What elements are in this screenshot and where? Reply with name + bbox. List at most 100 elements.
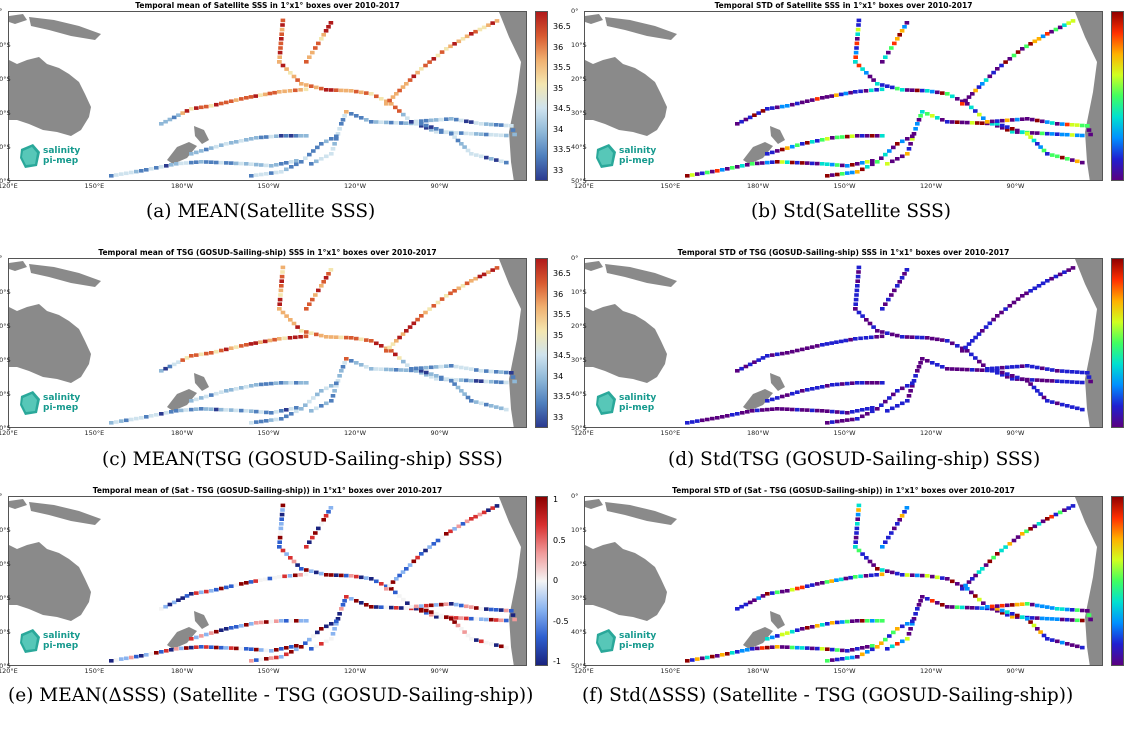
track-cell (911, 379, 917, 383)
track-cell (229, 626, 234, 630)
track-cell (892, 41, 897, 46)
track-cell (973, 356, 978, 360)
track-cell (244, 343, 249, 347)
track-cell (435, 538, 441, 543)
map: salinity pi-mep (8, 258, 527, 428)
lon-tick-label: 150°E (660, 182, 681, 190)
track-cell (444, 364, 449, 368)
lat-tick-label: 0° (0, 254, 3, 262)
track-cell (990, 366, 995, 371)
track-cell (918, 599, 923, 603)
track-cell (280, 508, 285, 512)
track-cell (254, 409, 259, 414)
track-cell (879, 403, 884, 407)
map-drawing (585, 12, 1102, 180)
colorbar-tick-label: 36.5 (553, 269, 571, 278)
track-cell (444, 602, 449, 606)
track-cell (109, 659, 114, 663)
track-cell (863, 89, 869, 93)
track-cell (1066, 268, 1071, 272)
track-cell (277, 535, 283, 540)
track-cell (404, 368, 409, 372)
track-cell (1049, 29, 1054, 34)
track-cell (253, 341, 258, 345)
track-cell (1045, 131, 1050, 136)
track-cell (415, 70, 420, 75)
track-cell (444, 377, 449, 381)
track-cell (820, 409, 825, 413)
track-cell (780, 147, 785, 152)
track-cell (935, 575, 940, 580)
track-cell (915, 335, 920, 340)
track-cell (224, 347, 229, 352)
track-cell (983, 563, 989, 567)
track-cell (279, 522, 284, 526)
track-cell (853, 575, 858, 579)
track-cell (1028, 42, 1033, 46)
track-cell (895, 522, 900, 526)
track-cell (838, 92, 844, 97)
track-cell (304, 381, 309, 385)
track-cell (184, 594, 190, 598)
track-cell (337, 612, 342, 616)
track-cell (214, 102, 219, 107)
track-cell (334, 622, 339, 626)
track-cell (770, 353, 775, 357)
track-cell (865, 134, 870, 138)
track-cell (199, 396, 204, 400)
track-cell (965, 605, 970, 610)
track-cell (303, 334, 309, 339)
track-cell (315, 392, 320, 397)
track-cell (883, 55, 888, 59)
track-cell (234, 646, 239, 651)
track-cell (1010, 612, 1015, 616)
track-cell (434, 615, 439, 619)
track-cell (299, 567, 304, 571)
lat-tick-label: 30°S (571, 594, 587, 602)
track-cell (755, 161, 760, 166)
track-cell (319, 86, 324, 91)
track-cell (278, 531, 283, 535)
track-cell (401, 359, 406, 364)
track-cell (913, 127, 918, 131)
track-cell (279, 655, 284, 659)
track-cell (473, 514, 478, 519)
track-cell (765, 152, 770, 156)
track-cell (219, 348, 224, 353)
track-cell (1080, 133, 1085, 138)
colorbar-tick-label: 33 (553, 413, 564, 422)
track-cell (1020, 615, 1025, 619)
track-cell (209, 631, 214, 635)
track-cell (985, 605, 990, 609)
track-cell (504, 133, 509, 138)
track-cell (429, 372, 434, 376)
track-cell (474, 379, 479, 383)
track-cell (405, 363, 410, 367)
track-cell (419, 371, 424, 375)
track-cell (299, 160, 304, 164)
track-cell (109, 174, 114, 178)
track-cell (825, 421, 830, 425)
track-cell (284, 646, 289, 650)
track-cell (1060, 617, 1065, 622)
track-cell (864, 318, 869, 322)
track-cell (760, 109, 766, 113)
track-cell (1011, 53, 1017, 58)
track-cell (419, 119, 424, 123)
track-cell (1010, 130, 1015, 134)
track-cell (1010, 615, 1015, 619)
track-cell (374, 94, 379, 99)
track-cell (499, 618, 504, 623)
track-cell (870, 647, 875, 652)
track-cell (785, 407, 790, 411)
track-cell (906, 147, 912, 151)
track-cell (163, 366, 168, 371)
logo: salinity pi-mep (595, 628, 665, 658)
track-cell (886, 50, 891, 55)
track-cell (419, 604, 424, 608)
track-cell (810, 646, 815, 651)
lon-tick-label: 90°W (1006, 429, 1025, 437)
track-cell (119, 657, 124, 661)
track-cell (209, 351, 214, 355)
track-cell (311, 634, 316, 638)
